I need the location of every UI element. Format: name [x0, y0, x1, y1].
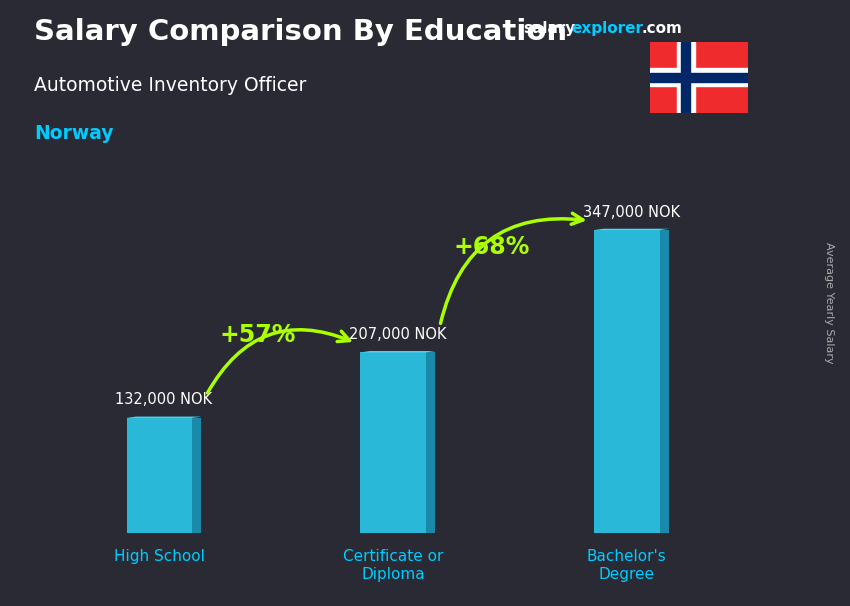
Polygon shape	[192, 418, 201, 533]
Polygon shape	[127, 416, 201, 418]
Text: Automotive Inventory Officer: Automotive Inventory Officer	[34, 76, 306, 95]
Bar	[677, 42, 694, 113]
Text: +68%: +68%	[453, 235, 530, 259]
Text: 347,000 NOK: 347,000 NOK	[583, 205, 680, 219]
Text: 207,000 NOK: 207,000 NOK	[349, 327, 446, 342]
Bar	[594, 230, 660, 533]
Polygon shape	[426, 353, 435, 533]
Text: Salary Comparison By Education: Salary Comparison By Education	[34, 18, 567, 46]
Text: 132,000 NOK: 132,000 NOK	[116, 393, 212, 407]
Text: Average Yearly Salary: Average Yearly Salary	[824, 242, 834, 364]
Polygon shape	[660, 230, 669, 533]
Text: explorer: explorer	[571, 21, 643, 36]
Bar	[650, 73, 748, 82]
Text: .com: .com	[642, 21, 683, 36]
Polygon shape	[594, 228, 669, 230]
Bar	[650, 68, 748, 86]
Bar	[682, 42, 690, 113]
Polygon shape	[360, 351, 435, 353]
Text: salary: salary	[523, 21, 575, 36]
Text: Norway: Norway	[34, 124, 114, 143]
Bar	[360, 353, 426, 533]
Bar	[127, 418, 192, 533]
Text: +57%: +57%	[219, 323, 296, 347]
